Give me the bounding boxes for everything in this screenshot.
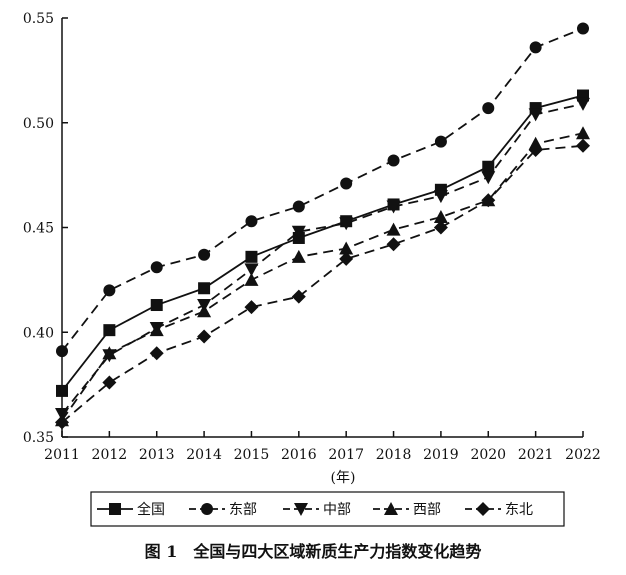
x-tick-label: 2013	[139, 447, 175, 463]
data-point	[339, 241, 354, 255]
x-tick-label: 2020	[470, 447, 506, 463]
data-point	[291, 249, 306, 263]
data-point	[56, 384, 68, 397]
y-tick-label: 0.35	[23, 430, 54, 446]
figure-caption: 图 1 全国与四大区域新质生产力指数变化趋势	[145, 542, 482, 561]
data-point	[482, 160, 495, 173]
data-point	[244, 263, 259, 277]
series-line	[61, 144, 584, 424]
series-3	[55, 97, 590, 421]
legend-marker	[294, 503, 308, 516]
axes: 0.35 0.40 0.45 0.50 0.55 2011 2012 2013 2014 2015…	[23, 11, 601, 463]
data-point	[150, 299, 163, 312]
data-point	[55, 415, 69, 430]
data-point	[576, 97, 590, 111]
legend-marker	[384, 502, 398, 515]
data-point	[482, 102, 495, 115]
legend-label: 西部	[413, 502, 441, 518]
legend-item-5: 东北	[465, 502, 533, 518]
data-point	[245, 215, 258, 228]
legend-item-4: 西部	[373, 502, 441, 518]
data-point	[149, 323, 164, 337]
data-point	[102, 375, 117, 390]
y-tick-label: 0.45	[23, 221, 54, 237]
data-point	[291, 289, 306, 304]
series-1	[56, 89, 589, 397]
data-point	[529, 41, 542, 54]
data-point	[577, 22, 589, 35]
series-line	[61, 103, 584, 415]
legend-label: 东北	[505, 502, 533, 518]
data-point	[103, 324, 116, 337]
data-point	[340, 177, 353, 190]
data-point	[576, 138, 590, 153]
legend-label: 全国	[137, 501, 165, 518]
legend-label: 中部	[323, 502, 351, 518]
data-point	[149, 346, 164, 361]
series-2	[56, 22, 589, 358]
data-point	[198, 282, 211, 295]
data-point	[245, 250, 258, 263]
x-tick-label: 2012	[92, 447, 128, 463]
data-point	[386, 237, 401, 252]
series-line	[61, 94, 584, 392]
legend-item-3: 中部	[283, 502, 351, 518]
x-tick-label: 2016	[281, 447, 317, 463]
data-point	[528, 142, 543, 157]
data-point	[433, 210, 448, 224]
y-tick-label: 0.55	[23, 11, 54, 27]
data-point	[576, 126, 590, 140]
x-tick-label: 2014	[186, 447, 222, 463]
x-tick-label: 2011	[44, 447, 80, 463]
data-point	[387, 154, 400, 167]
data-point	[339, 251, 354, 266]
legend-marker	[476, 502, 490, 516]
y-tick-label: 0.50	[23, 116, 54, 132]
data-point	[291, 225, 306, 239]
legend-marker	[109, 503, 121, 515]
x-tick-label: 2022	[565, 447, 601, 463]
data-point	[434, 135, 447, 148]
data-point	[481, 193, 496, 208]
legend-label: 东部	[229, 502, 257, 518]
data-point	[102, 346, 117, 360]
series-4	[55, 126, 590, 427]
legend-marker	[201, 503, 213, 515]
data-point	[386, 200, 401, 214]
data-point	[292, 200, 305, 213]
data-point	[56, 345, 68, 358]
x-axis-title: (年)	[331, 470, 356, 486]
data-point	[481, 171, 496, 185]
data-point	[198, 248, 211, 261]
legend-item-1: 全国	[97, 501, 165, 518]
data-point	[244, 300, 259, 315]
legend: 全国 东部 中部 西部 东北	[90, 491, 565, 527]
series-line	[61, 27, 584, 352]
legend-item-2: 东部	[189, 502, 257, 518]
series-layer	[55, 22, 590, 430]
y-tick-label: 0.40	[23, 325, 54, 341]
data-point	[150, 261, 163, 274]
data-point	[244, 272, 259, 286]
series-line	[61, 132, 584, 421]
data-point	[339, 217, 354, 231]
x-tick-label: 2015	[234, 447, 270, 463]
data-point	[197, 304, 212, 318]
data-point	[528, 108, 543, 122]
x-tick-label: 2018	[376, 447, 412, 463]
data-point	[197, 329, 212, 344]
x-tick-label: 2021	[518, 447, 554, 463]
data-point	[103, 284, 116, 297]
series-5	[55, 138, 590, 430]
data-point	[433, 220, 448, 235]
x-tick-label: 2017	[328, 447, 364, 463]
data-point	[386, 222, 401, 236]
x-tick-label: 2019	[423, 447, 459, 463]
data-point	[433, 190, 448, 204]
